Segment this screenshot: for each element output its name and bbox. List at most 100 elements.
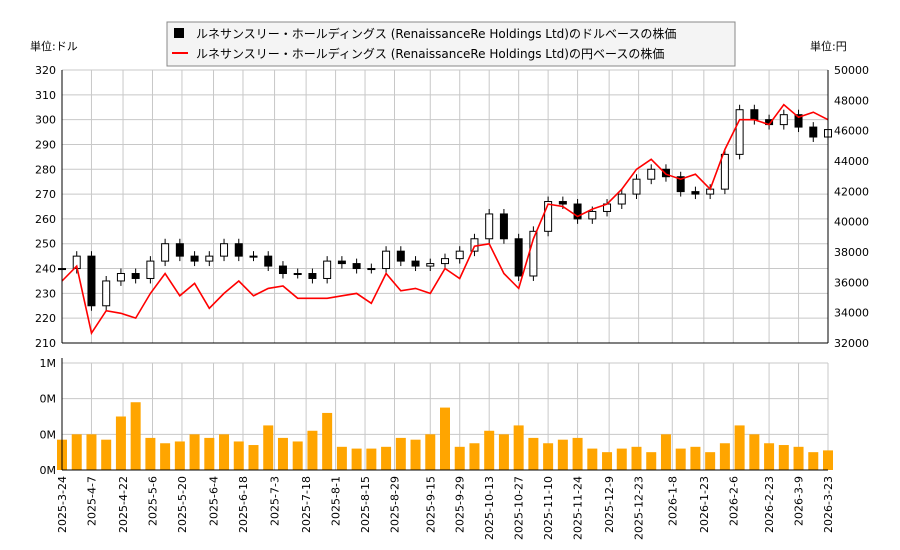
date-tick-label: 2025-9-29 (454, 476, 467, 533)
candle-body (352, 263, 361, 270)
candle (529, 226, 538, 281)
right-tick-label: 40000 (834, 216, 869, 229)
volume-bar (808, 452, 819, 470)
volume-tick-label: 0M (40, 428, 57, 441)
volume-bar (101, 439, 112, 470)
candle (779, 109, 788, 130)
candle (441, 253, 449, 269)
volume-tick-label: 1M (40, 357, 57, 370)
candle-body (735, 109, 744, 155)
candle (676, 171, 685, 197)
date-tick-label: 2026-2-6 (727, 476, 740, 526)
volume-bar (793, 446, 804, 470)
candle (617, 189, 626, 209)
candle (809, 122, 818, 142)
candle (323, 256, 332, 284)
volume-bar (130, 402, 141, 470)
candle-body (779, 114, 788, 126)
candle (632, 174, 641, 200)
candle-body (558, 201, 567, 205)
volume-bar (366, 448, 377, 470)
volume-bar (277, 437, 288, 470)
right-tick-label: 44000 (834, 155, 869, 168)
candle (411, 256, 420, 272)
candle-body (470, 238, 479, 252)
volume-bar (233, 441, 244, 470)
candle (691, 186, 700, 200)
candle (205, 251, 214, 267)
candle-body (234, 243, 243, 257)
candle (249, 251, 258, 262)
candle (116, 268, 125, 286)
volume-bar (71, 434, 82, 470)
candle-body (794, 114, 803, 128)
candle-body (382, 250, 391, 270)
candle (382, 246, 391, 274)
candle (396, 246, 405, 267)
candle (337, 256, 346, 269)
volume-bar (351, 448, 362, 470)
candle-body (809, 126, 818, 138)
volume-bars (57, 402, 833, 470)
candle (485, 208, 494, 244)
date-tick-label: 2025-10-27 (513, 476, 526, 540)
volume-bar (513, 425, 524, 470)
date-tick-label: 2026-1-8 (666, 476, 679, 526)
volume-bar (616, 448, 627, 470)
candle-body (499, 213, 508, 240)
volume-bar (778, 445, 789, 470)
volume-bar (145, 437, 156, 470)
date-tick-label: 2026-1-23 (698, 476, 711, 533)
legend-jpy-label: ルネサンスリー・ホールディングス (RenaissanceRe Holdings… (196, 46, 664, 61)
volume-bar (602, 452, 613, 470)
candle (647, 164, 656, 185)
candle (367, 263, 376, 274)
candle (455, 246, 464, 264)
date-tick-label: 2025-3-24 (56, 476, 69, 533)
volume-bar (823, 450, 833, 470)
volume-bar (248, 445, 259, 470)
volume-bar (498, 434, 509, 470)
candle-body (161, 243, 170, 262)
volume-bar (381, 446, 392, 470)
candle-body (588, 210, 597, 220)
volume-bar (454, 446, 465, 470)
date-tick-label: 2025-5-6 (146, 476, 159, 526)
candle-body (691, 191, 700, 195)
left-tick-label: 290 (35, 138, 56, 151)
candle (220, 238, 229, 262)
candle-body (249, 255, 258, 258)
volume-bar (395, 437, 406, 470)
date-tick-label: 2026-2-23 (763, 476, 776, 533)
right-tick-label: 34000 (834, 307, 869, 320)
candle-body (617, 193, 626, 205)
candle-body (131, 273, 140, 279)
left-tick-label: 230 (35, 287, 56, 300)
left-tick-label: 280 (35, 163, 56, 176)
volume-bar (160, 443, 171, 470)
left-tick-label: 320 (35, 64, 56, 77)
volume-bar (484, 430, 495, 470)
volume-bar (734, 425, 745, 470)
volume-bar (322, 412, 333, 470)
candle-body (573, 203, 582, 220)
right-tick-label: 50000 (834, 64, 869, 77)
candle-body (720, 153, 729, 190)
volume-bar (572, 437, 583, 470)
candle (499, 208, 508, 244)
volume-bar (528, 437, 539, 470)
volume-bar (705, 452, 716, 470)
volume-bar (189, 434, 200, 470)
candle-body (278, 265, 287, 275)
volume-bar (336, 446, 347, 470)
volume-bar (410, 439, 421, 470)
candle-body (514, 238, 523, 277)
left-tick-label: 250 (35, 238, 56, 251)
left-tick-label: 210 (35, 337, 56, 350)
volume-bar (115, 416, 126, 470)
date-tick-label: 2025-6-4 (208, 476, 221, 526)
date-tick-label: 2025-8-1 (330, 476, 343, 526)
left-tick-label: 310 (35, 89, 56, 102)
